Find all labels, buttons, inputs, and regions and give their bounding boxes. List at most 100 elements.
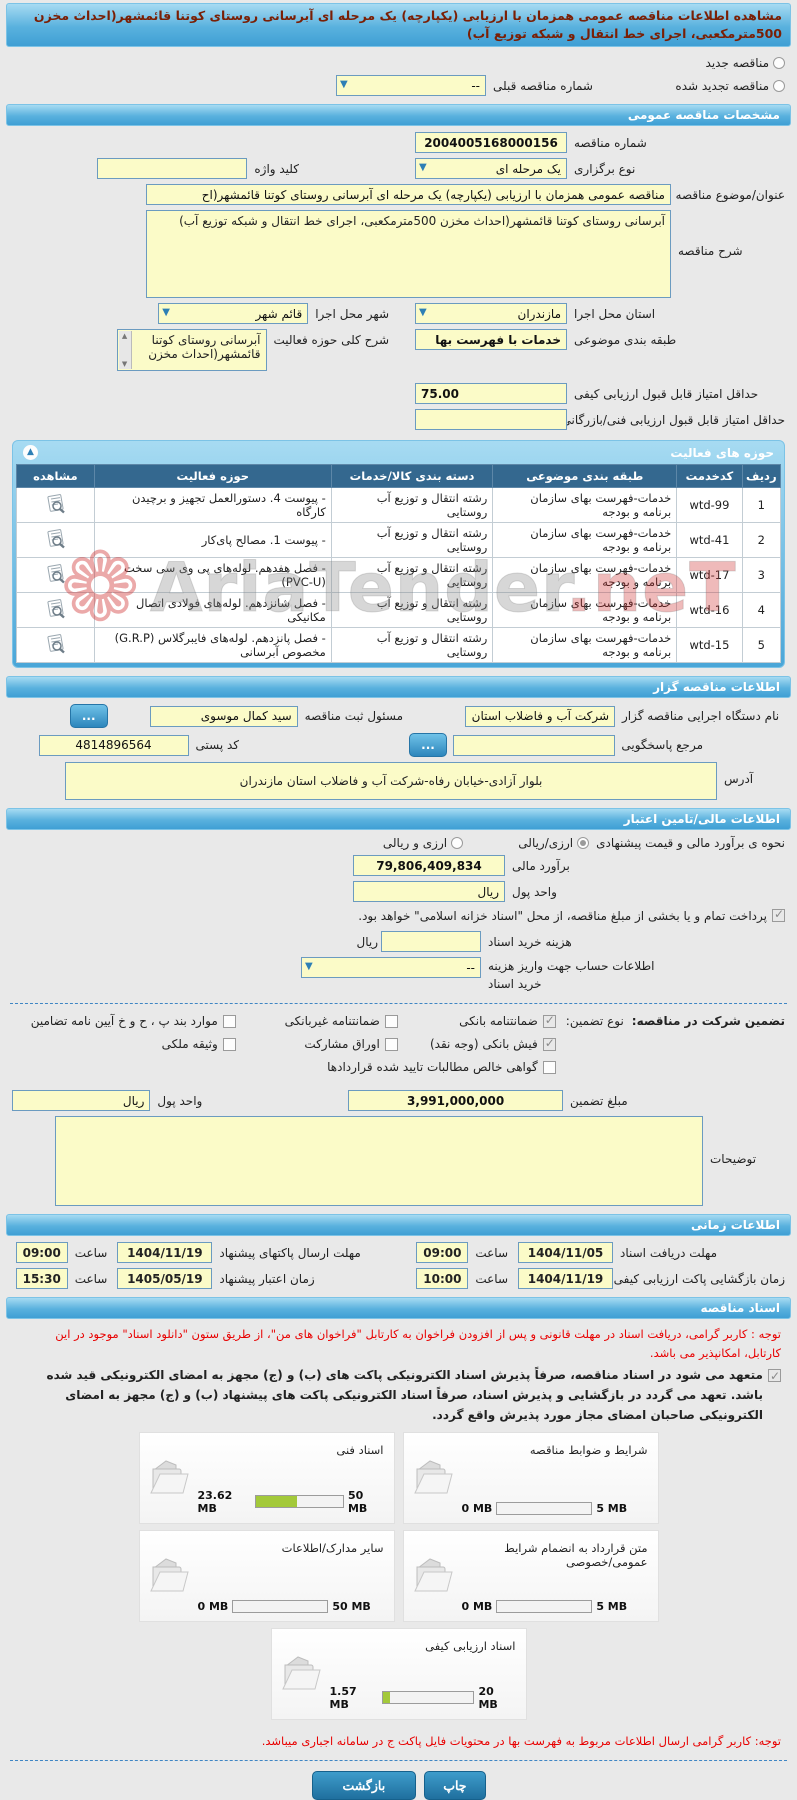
tender-type-label: نوع برگزاری xyxy=(574,161,636,176)
hour-label: ساعت xyxy=(74,1271,108,1286)
doc-fee-input[interactable] xyxy=(381,931,481,953)
cell-row: 3 xyxy=(741,557,782,594)
print-button[interactable]: چاپ xyxy=(424,1771,486,1800)
doc-card-terms[interactable]: شرایط و ضوابط مناقصه 0 MB 5 MB xyxy=(402,1431,659,1524)
checkbox-label: گواهی خالص مطالبات تایید شده قراردادها xyxy=(327,1060,538,1075)
view-document-icon[interactable] xyxy=(16,522,95,559)
renewed-tender-radio[interactable] xyxy=(773,79,785,92)
scrollbar[interactable]: ▲ ▼ xyxy=(118,331,132,370)
cell-field: - پیوست 1. مصالح پای‌کار xyxy=(93,522,332,559)
subject-input[interactable]: مناقصه عمومی همزمان با ارزیابی (یکپارچه)… xyxy=(146,184,671,206)
renewed-tender-label: مناقصه تجدید شده xyxy=(675,78,769,93)
doc-card-label: اسناد فنی xyxy=(336,1442,384,1457)
bank-guarantee-checkbox[interactable] xyxy=(542,1013,556,1028)
divider xyxy=(10,1003,787,1005)
doc-max-size: 5 MB xyxy=(596,1501,628,1515)
cell-code: wtd-99 xyxy=(676,487,743,524)
cell-field: - پیوست 4. دستورالعمل تجهیز و برچیدن کار… xyxy=(93,487,332,524)
doc-card-quality-eval[interactable]: اسناد ارزیابی کیفی 1.57 MB 20 MB xyxy=(270,1627,527,1720)
bylaw-items-checkbox[interactable] xyxy=(222,1014,236,1028)
progress-bar xyxy=(496,1599,593,1613)
min-quality-score-value: 75.00 xyxy=(415,383,567,405)
doc-used-size: 0 MB xyxy=(461,1501,493,1515)
estimate-method-label: نحوه ی برآورد مالی و قیمت پیشنهادی xyxy=(596,836,785,851)
view-document-icon[interactable] xyxy=(16,592,95,629)
doc-card-contract[interactable]: متن قرارداد به انضمام شرایط عمومی/خصوصی … xyxy=(402,1529,659,1622)
postal-code-label: کد پستی xyxy=(195,738,240,753)
new-tender-radio[interactable] xyxy=(773,57,785,70)
min-quality-score-label: حداقل امتیاز قابل قبول ارزیابی کیفی xyxy=(574,386,759,401)
registrar-label: مسئول ثبت مناقصه xyxy=(304,709,403,724)
property-collateral-checkbox[interactable] xyxy=(222,1037,236,1051)
collapse-icon[interactable]: ▲ xyxy=(23,445,38,461)
guarantee-currency-label: واحد پول xyxy=(157,1093,203,1108)
guarantee-type-label: نوع تضمین: xyxy=(565,1014,624,1029)
commitment-checkbox[interactable] xyxy=(768,1367,781,1387)
cell-group: رشته انتقال و توزیع آب روستایی xyxy=(330,487,494,524)
hour-label: ساعت xyxy=(74,1245,108,1260)
bank-receipt-checkbox[interactable] xyxy=(542,1036,556,1051)
category-value: خدمات با فهرست بها xyxy=(415,329,567,351)
cell-field: - فصل شانزدهم. لوله‌های فولادی اتصال مکا… xyxy=(93,592,332,629)
validity-time: 15:30 xyxy=(15,1268,68,1290)
contact-input[interactable] xyxy=(453,734,615,756)
chevron-down-icon: ▼ xyxy=(419,162,427,174)
bonds-checkbox[interactable] xyxy=(384,1037,398,1051)
net-claims-checkbox[interactable] xyxy=(542,1060,556,1074)
view-document-icon[interactable] xyxy=(16,487,95,524)
keyword-input[interactable] xyxy=(97,158,248,180)
cell-code: wtd-16 xyxy=(676,592,743,629)
prev-tender-number-select[interactable]: -- ▼ xyxy=(336,75,487,97)
view-document-icon[interactable] xyxy=(16,627,95,664)
doc-card-technical[interactable]: اسناد فنی 23.62 MB 50 MB xyxy=(138,1431,395,1524)
notes-textarea[interactable] xyxy=(55,1116,703,1207)
address-value: بلوار آزادی-خیابان رفاه-شرکت آب و فاضلاب… xyxy=(65,762,717,801)
description-textarea[interactable]: آبرسانی روستای کوتنا قائمشهر(احداث مخزن … xyxy=(146,210,671,299)
section-organizer-header: اطلاعات مناقصه گزار xyxy=(6,676,791,699)
cell-code: wtd-15 xyxy=(676,627,743,664)
cell-row: 1 xyxy=(741,487,782,524)
table-row: 3 wtd-17 خدمات-فهرست بهای سازمان برنامه … xyxy=(16,557,782,594)
cell-group: رشته انتقال و توزیع آب روستایی xyxy=(330,522,494,559)
section-specs-header: مشخصات مناقصه عمومی xyxy=(6,104,791,127)
opening-time-label: زمان بازگشایی پاکت ارزیابی کیفی xyxy=(613,1271,785,1286)
scope-textarea[interactable]: آبرسانی روستای کوتنا قائمشهر(احداث مخزن … xyxy=(116,329,267,372)
treasury-checkbox[interactable] xyxy=(772,907,785,923)
currency-and-rial-radio[interactable] xyxy=(451,837,464,850)
nonbank-guarantee-checkbox[interactable] xyxy=(384,1014,398,1028)
cell-category: خدمات-فهرست بهای سازمان برنامه و بودجه xyxy=(492,487,678,524)
folder-icon xyxy=(146,1456,192,1501)
deadline-receive-label: مهلت دریافت اسناد xyxy=(620,1245,718,1260)
min-tech-score-input[interactable] xyxy=(415,409,567,431)
folder-icon xyxy=(410,1554,456,1599)
tender-type-select[interactable]: یک مرحله ای ▼ xyxy=(415,158,567,180)
checkbox-label: اوراق مشارکت xyxy=(304,1037,380,1052)
col-field: حوزه فعالیت xyxy=(93,464,332,489)
contact-browse-button[interactable]: ... xyxy=(409,733,447,758)
account-label: اطلاعات حساب جهت واریز هزینه خرید اسناد xyxy=(488,959,655,992)
city-label: شهر محل اجرا xyxy=(315,306,389,321)
deadline-submit-date: 1404/11/19 xyxy=(117,1242,213,1264)
account-select[interactable]: -- ▼ xyxy=(301,957,481,979)
tender-number-label: شماره مناقصه xyxy=(574,135,647,150)
currency-label: واحد پول xyxy=(512,884,557,899)
folder-icon xyxy=(146,1554,192,1599)
province-select[interactable]: مازندران ▼ xyxy=(415,303,567,325)
view-document-icon[interactable] xyxy=(16,557,95,594)
guarantee-title: تضمین شرکت در مناقصه: xyxy=(631,1014,785,1029)
col-row: ردیف xyxy=(741,464,782,489)
address-label: آدرس xyxy=(724,772,754,787)
activity-areas-header: حوزه های فعالیت xyxy=(670,445,774,460)
city-select[interactable]: قائم شهر ▼ xyxy=(158,303,309,325)
cell-category: خدمات-فهرست بهای سازمان برنامه و بودجه xyxy=(492,557,678,594)
rial-radio[interactable] xyxy=(577,837,590,850)
province-label: استان محل اجرا xyxy=(574,306,656,321)
back-button[interactable]: بازگشت xyxy=(311,1771,417,1800)
doc-card-other[interactable]: سایر مدارک/اطلاعات 0 MB 50 MB xyxy=(138,1529,395,1622)
opening-date: 1404/11/19 xyxy=(518,1268,613,1290)
registrar-browse-button[interactable]: ... xyxy=(69,704,108,729)
description-label: شرح مناقصه xyxy=(678,244,743,259)
cell-category: خدمات-فهرست بهای سازمان برنامه و بودجه xyxy=(492,592,678,629)
col-group: دسته بندی کالا/خدمات xyxy=(330,464,494,489)
cell-code: wtd-41 xyxy=(676,522,743,559)
